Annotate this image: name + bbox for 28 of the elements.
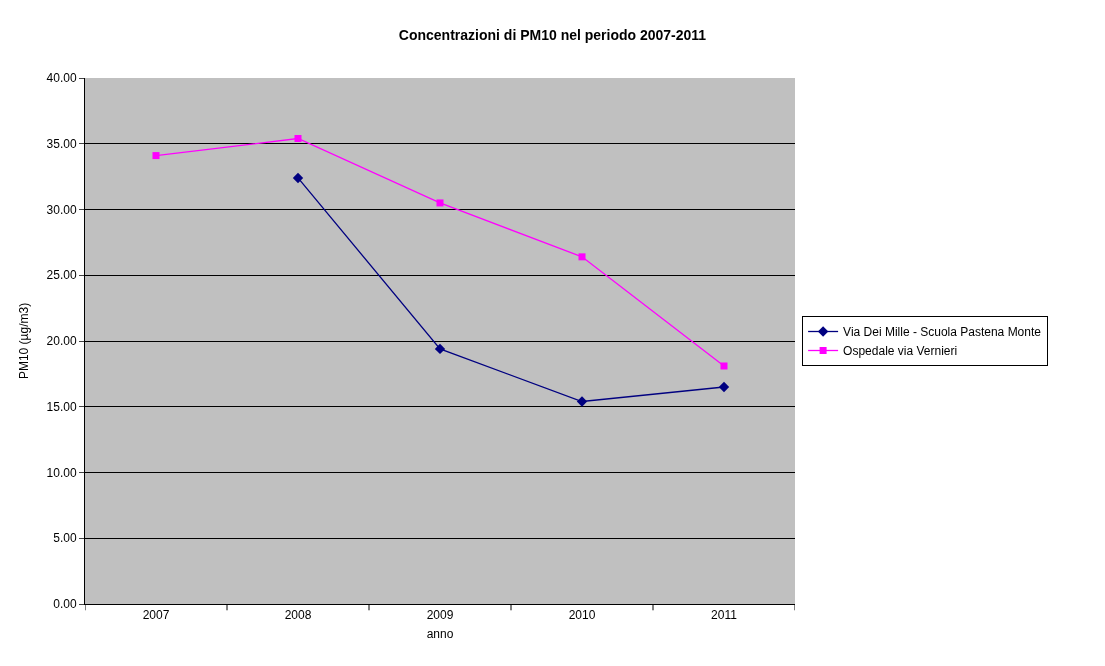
point: [718, 381, 730, 393]
x-tick-label: 2008: [284, 608, 312, 623]
legend-label: Ospedale via Vernieri: [843, 344, 958, 359]
point: [720, 362, 728, 370]
y-tick-label: 0.00: [53, 597, 77, 612]
point: [436, 199, 444, 207]
y-tick-label: 25.00: [46, 268, 77, 283]
point: [294, 134, 302, 142]
point: [576, 396, 588, 407]
y-tick-label: 10.00: [46, 465, 77, 480]
legend-label: Via Dei Mille - Scuola Pastena Monte: [843, 325, 1042, 340]
point: [152, 152, 160, 160]
x-tick-label: 2009: [426, 608, 454, 623]
y-axis-title: PM10 (µg/m3): [16, 302, 31, 380]
y-tick-label: 40.00: [46, 71, 77, 86]
point: [434, 343, 446, 355]
y-tick-label: 30.00: [46, 202, 77, 217]
y-tick-label: 5.00: [53, 531, 77, 546]
point: [578, 253, 586, 261]
x-axis-title: anno: [426, 627, 454, 642]
y-tick-label: 35.00: [46, 136, 77, 151]
point: [292, 172, 304, 184]
y-tick-label: 15.00: [46, 399, 77, 414]
y-tick-label: 20.00: [46, 334, 77, 349]
x-tick-label: 2011: [711, 608, 738, 623]
x-tick-label: 2007: [142, 608, 170, 623]
x-tick-label: 2010: [568, 608, 596, 623]
chart-title: Concentrazioni di PM10 nel periodo 2007-2011: [398, 26, 707, 43]
